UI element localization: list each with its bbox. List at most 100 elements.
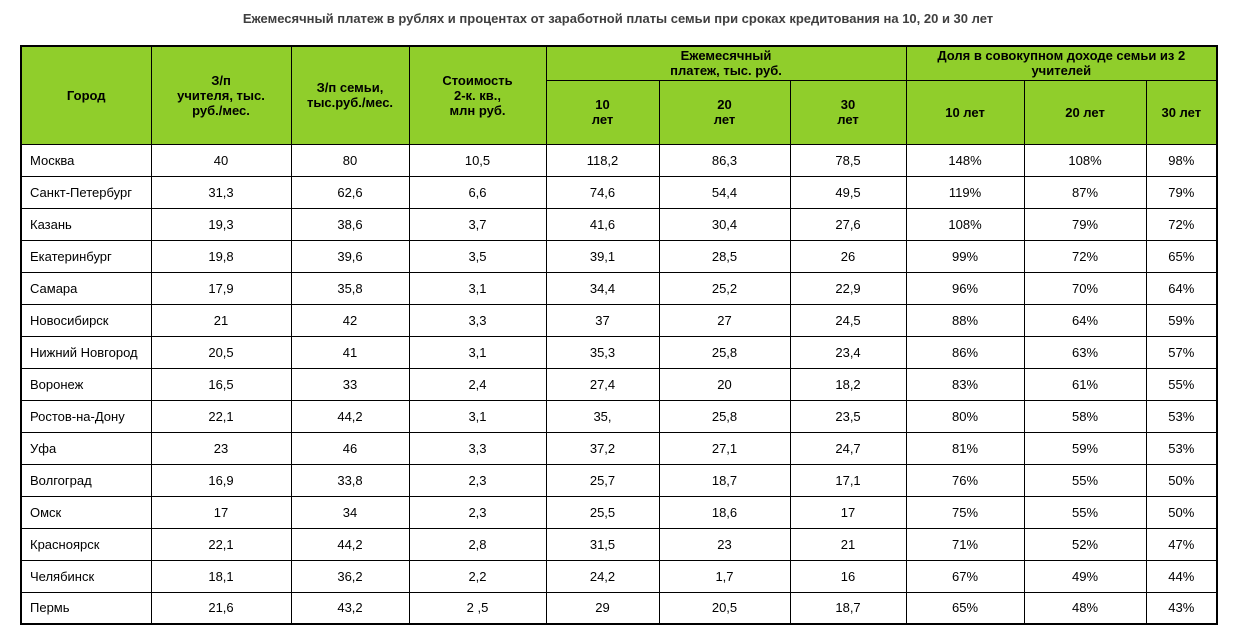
table-title: Ежемесячный платеж в рублях и процентах …: [242, 11, 994, 26]
payments-table: Город З/п учителя, тыс. руб./мес. З/п се…: [20, 45, 1219, 625]
value-cell: 72%: [1145, 207, 1218, 241]
col-header-payment-30y: 30 лет: [789, 79, 907, 145]
value-cell: 22,9: [789, 271, 907, 305]
value-cell: 63%: [1023, 335, 1147, 369]
city-cell: Омск: [20, 495, 152, 529]
city-cell: Челябинск: [20, 559, 152, 593]
value-cell: 33: [290, 367, 410, 401]
value-cell: 17,1: [789, 463, 907, 497]
group-header-income-share: Доля в совокупном доходе семьи из 2 учит…: [905, 45, 1218, 81]
value-cell: 59%: [1145, 303, 1218, 337]
value-cell: 25,2: [658, 271, 791, 305]
value-cell: 3,5: [408, 239, 547, 273]
value-cell: 55%: [1023, 463, 1147, 497]
value-cell: 16,9: [150, 463, 292, 497]
col-header-teacher-salary: З/п учителя, тыс. руб./мес.: [150, 45, 292, 145]
value-cell: 21,6: [150, 591, 292, 625]
value-cell: 24,5: [789, 303, 907, 337]
col-header-share-10y: 10 лет: [905, 79, 1025, 145]
value-cell: 46: [290, 431, 410, 465]
value-cell: 44%: [1145, 559, 1218, 593]
city-cell: Новосибирск: [20, 303, 152, 337]
value-cell: 18,7: [789, 591, 907, 625]
city-cell: Волгоград: [20, 463, 152, 497]
value-cell: 74,6: [545, 175, 660, 209]
value-cell: 78,5: [789, 143, 907, 177]
value-cell: 62,6: [290, 175, 410, 209]
table-row: Самара 17,9 35,8 3,1 34,4 25,2 22,9 96% 70% 64%: [20, 271, 1218, 305]
value-cell: 34: [290, 495, 410, 529]
value-cell: 108%: [905, 207, 1025, 241]
value-cell: 79%: [1145, 175, 1218, 209]
value-cell: 24,2: [545, 559, 660, 593]
value-cell: 87%: [1023, 175, 1147, 209]
col-header-apartment-cost: Стоимость 2-к. кв., млн руб.: [408, 45, 547, 145]
value-cell: 38,6: [290, 207, 410, 241]
table-row: Казань 19,3 38,6 3,7 41,6 30,4 27,6 108% 79% 72%: [20, 207, 1218, 241]
city-cell: Казань: [20, 207, 152, 241]
value-cell: 23,4: [789, 335, 907, 369]
table-row: Нижний Новгород 20,5 41 3,1 35,3 25,8 23,4 86% 6…: [20, 335, 1218, 369]
value-cell: 21: [789, 527, 907, 561]
value-cell: 27: [658, 303, 791, 337]
value-cell: 67%: [905, 559, 1025, 593]
col-header-share-30y: 30 лет: [1145, 79, 1218, 145]
value-cell: 34,4: [545, 271, 660, 305]
value-cell: 18,7: [658, 463, 791, 497]
col-header-city: Город: [20, 45, 152, 145]
table-row: Ростов-на-Дону 22,1 44,2 3,1 35, 25,8 23,5 80% 5…: [20, 399, 1218, 433]
value-cell: 53%: [1145, 399, 1218, 433]
value-cell: 27,1: [658, 431, 791, 465]
value-cell: 25,8: [658, 399, 791, 433]
value-cell: 47%: [1145, 527, 1218, 561]
value-cell: 25,7: [545, 463, 660, 497]
value-cell: 64%: [1145, 271, 1218, 305]
value-cell: 55%: [1023, 495, 1147, 529]
table-row: Уфа 23 46 3,3 37,2 27,1 24,7 81% 59% 53%: [20, 431, 1218, 465]
table-row: Пермь 21,6 43,2 2 ,5 29 20,5 18,7 65% 48% 43%: [20, 591, 1218, 625]
value-cell: 18,6: [658, 495, 791, 529]
table-row: Воронеж 16,5 33 2,4 27,4 20 18,2 83% 61% 55%: [20, 367, 1218, 401]
value-cell: 33,8: [290, 463, 410, 497]
value-cell: 79%: [1023, 207, 1147, 241]
value-cell: 50%: [1145, 495, 1218, 529]
value-cell: 53%: [1145, 431, 1218, 465]
value-cell: 19,8: [150, 239, 292, 273]
value-cell: 39,1: [545, 239, 660, 273]
value-cell: 23,5: [789, 399, 907, 433]
value-cell: 36,2: [290, 559, 410, 593]
value-cell: 83%: [905, 367, 1025, 401]
value-cell: 2,4: [408, 367, 547, 401]
table-row: Омск 17 34 2,3 25,5 18,6 17 75% 55% 50%: [20, 495, 1218, 529]
value-cell: 98%: [1145, 143, 1218, 177]
table-row: Волгоград 16,9 33,8 2,3 25,7 18,7 17,1 76% 55% 50…: [20, 463, 1218, 497]
value-cell: 37: [545, 303, 660, 337]
value-cell: 3,3: [408, 303, 547, 337]
value-cell: 20: [658, 367, 791, 401]
value-cell: 50%: [1145, 463, 1218, 497]
value-cell: 44,2: [290, 527, 410, 561]
value-cell: 24,7: [789, 431, 907, 465]
city-cell: Санкт-Петербург: [20, 175, 152, 209]
value-cell: 31,5: [545, 527, 660, 561]
value-cell: 80: [290, 143, 410, 177]
value-cell: 54,4: [658, 175, 791, 209]
city-cell: Красноярск: [20, 527, 152, 561]
value-cell: 10,5: [408, 143, 547, 177]
value-cell: 22,1: [150, 399, 292, 433]
value-cell: 49,5: [789, 175, 907, 209]
value-cell: 39,6: [290, 239, 410, 273]
value-cell: 75%: [905, 495, 1025, 529]
value-cell: 22,1: [150, 527, 292, 561]
value-cell: 55%: [1145, 367, 1218, 401]
value-cell: 1,7: [658, 559, 791, 593]
value-cell: 23: [658, 527, 791, 561]
group-header-monthly-payment: Ежемесячный платеж, тыс. руб.: [545, 45, 907, 81]
value-cell: 27,6: [789, 207, 907, 241]
value-cell: 43%: [1145, 591, 1218, 625]
value-cell: 18,2: [789, 367, 907, 401]
value-cell: 2,3: [408, 463, 547, 497]
value-cell: 108%: [1023, 143, 1147, 177]
value-cell: 148%: [905, 143, 1025, 177]
table-header: Город З/п учителя, тыс. руб./мес. З/п се…: [20, 45, 1218, 145]
